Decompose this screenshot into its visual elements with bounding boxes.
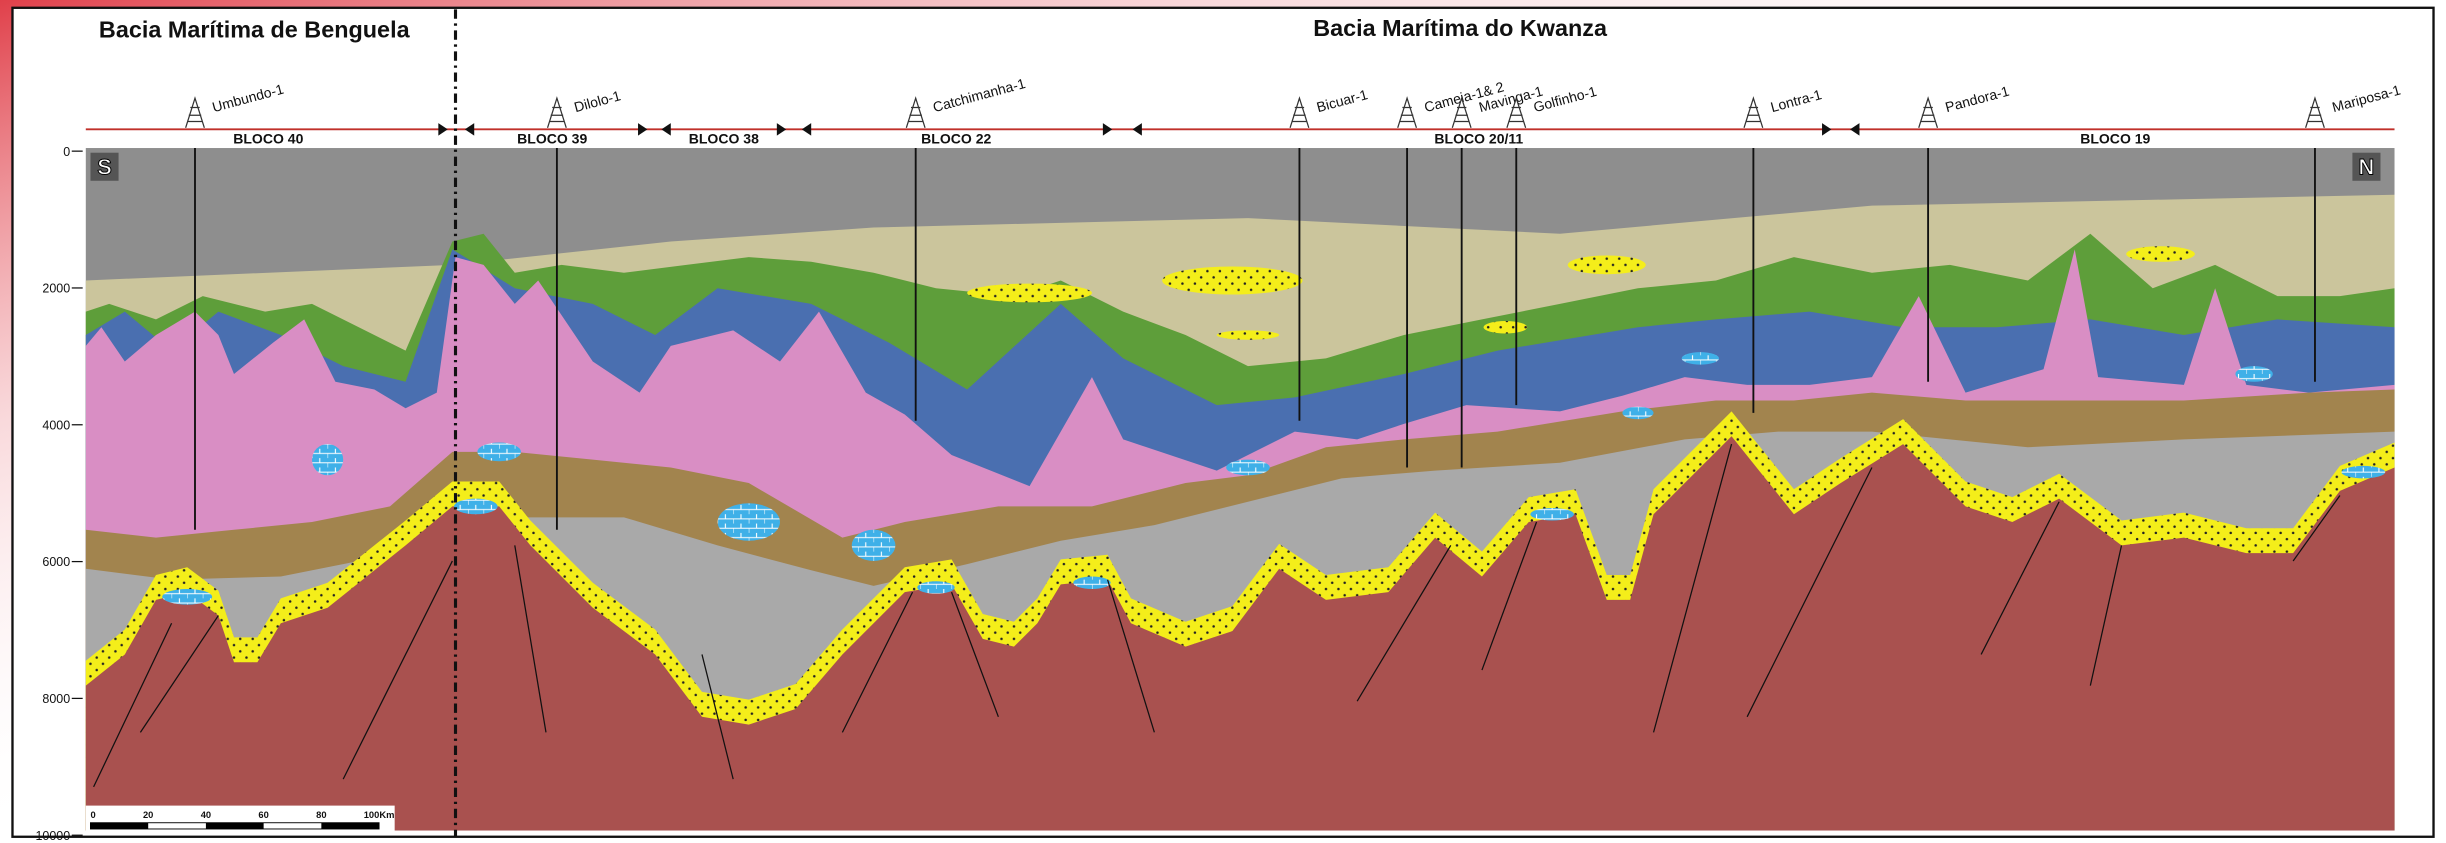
scale-label: 20 (143, 810, 153, 820)
sand-lens (1568, 256, 1646, 275)
block-label: BLOCO 40 (233, 130, 303, 146)
scale-label: 60 (258, 810, 268, 820)
sand-lens (967, 284, 1092, 303)
carbonate-pod (2235, 366, 2272, 382)
depth-label: 0 (63, 145, 70, 159)
carbonate-pod (1226, 460, 1270, 476)
scale-label: 40 (201, 810, 211, 820)
carbonate-pod (454, 499, 498, 515)
carbonate-pod (1682, 352, 1719, 364)
carbonate-pod (1073, 577, 1110, 589)
depth-label: 2000 (42, 282, 70, 296)
carbonate-pod (1622, 407, 1653, 419)
block-label: BLOCO 20/11 (1434, 130, 1523, 146)
block-label: BLOCO 39 (517, 130, 587, 146)
sand-lens (2126, 246, 2195, 262)
sand-lens (1484, 321, 1528, 333)
depth-label: 8000 (42, 692, 70, 706)
block-label: BLOCO 22 (921, 130, 991, 146)
direction-label: N (2359, 155, 2375, 180)
depth-label: 10000 (35, 829, 70, 843)
scale-label: 0 (90, 810, 95, 820)
sand-lens (1217, 330, 1279, 339)
basin-title: Bacia Marítima de Benguela (99, 16, 411, 42)
depth-label: 6000 (42, 555, 70, 569)
carbonate-pod (162, 589, 212, 605)
geology (86, 148, 2395, 831)
page: {"basins": ["Bacia Marítima de Benguela"… (0, 0, 2446, 843)
carbonate-pod (852, 530, 896, 561)
depth-label: 4000 (42, 418, 70, 432)
basin-title: Bacia Marítima do Kwanza (1313, 15, 1608, 41)
block-label: BLOCO 19 (2080, 130, 2150, 146)
sand-lens (1162, 266, 1302, 294)
carbonate-pod (917, 581, 954, 593)
carbonate-pod (718, 503, 780, 540)
block-label: BLOCO 38 (689, 130, 759, 146)
scale-label: 100Km (364, 810, 395, 820)
carbonate-pod (1530, 508, 1574, 520)
carbonate-pod (477, 443, 521, 462)
scale-label: 80 (316, 810, 326, 820)
direction-label: S (97, 155, 112, 180)
scale-bar (90, 823, 379, 829)
cross-section-figure: Bacia Marítima de Benguela Bacia Marítim… (0, 0, 2446, 843)
carbonate-pod (2341, 466, 2385, 478)
carbonate-pod (312, 444, 343, 475)
